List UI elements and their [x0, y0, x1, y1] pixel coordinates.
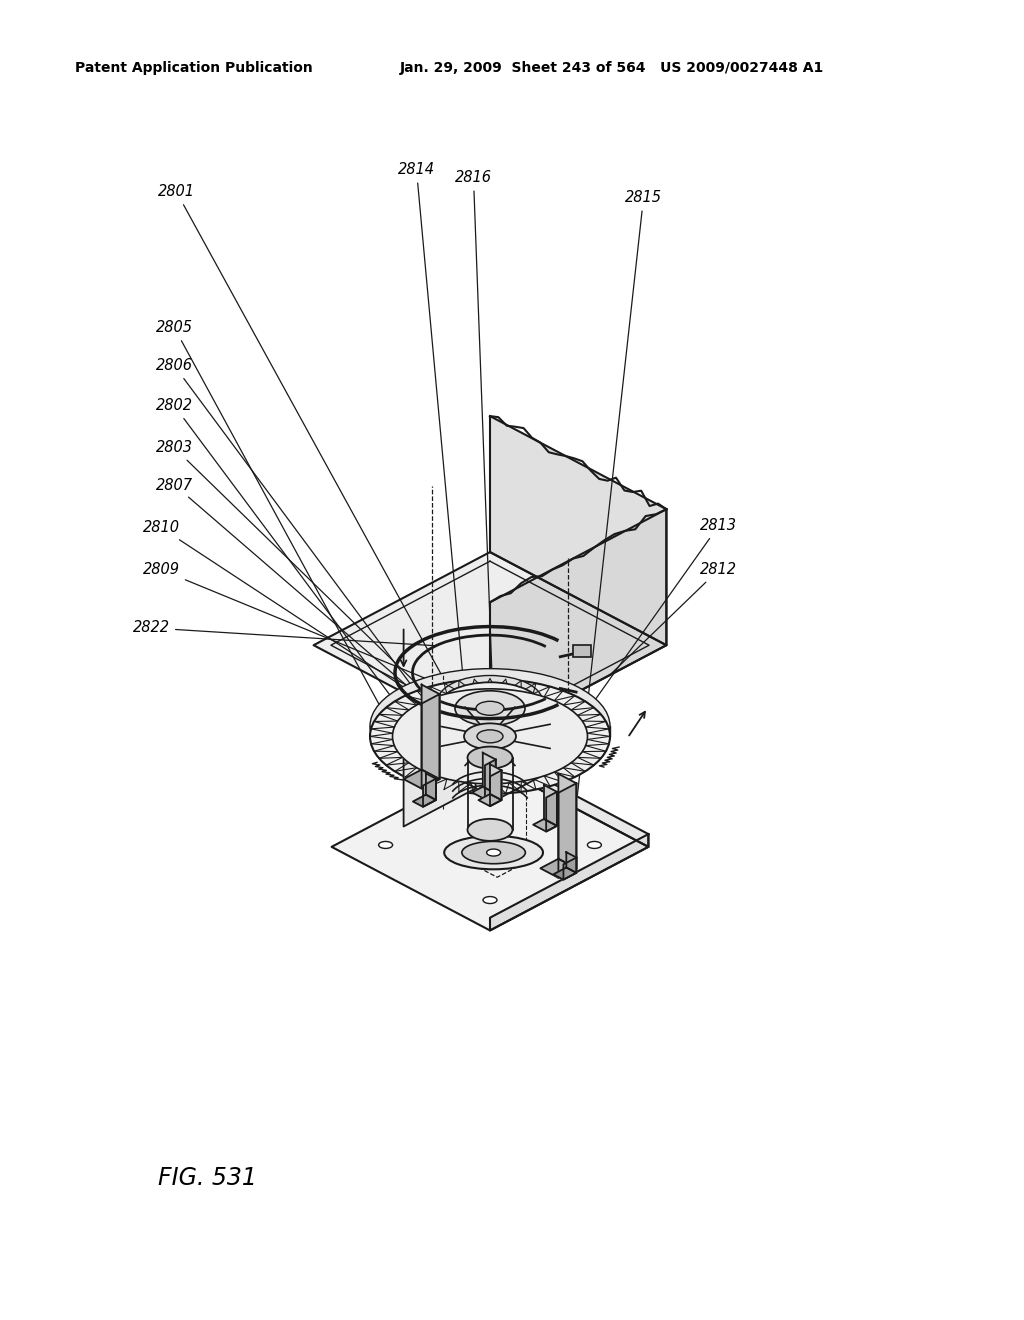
Polygon shape: [472, 787, 496, 799]
Ellipse shape: [370, 669, 610, 784]
Ellipse shape: [483, 896, 497, 904]
Polygon shape: [332, 763, 648, 931]
Polygon shape: [546, 792, 557, 832]
Text: 2805: 2805: [156, 321, 427, 793]
Text: 2802: 2802: [156, 399, 419, 734]
Polygon shape: [422, 685, 439, 779]
Ellipse shape: [588, 841, 601, 849]
Text: 2822: 2822: [133, 620, 437, 645]
Polygon shape: [422, 694, 439, 788]
Ellipse shape: [455, 690, 525, 726]
Text: 2809: 2809: [143, 562, 459, 692]
Text: 2807: 2807: [156, 478, 437, 713]
Text: 2810: 2810: [143, 520, 430, 705]
Text: FIG. 531: FIG. 531: [158, 1166, 257, 1191]
Polygon shape: [490, 510, 667, 738]
Polygon shape: [544, 785, 557, 826]
Polygon shape: [490, 764, 502, 800]
Polygon shape: [490, 751, 648, 847]
FancyBboxPatch shape: [572, 645, 591, 657]
Polygon shape: [490, 771, 502, 807]
Ellipse shape: [379, 841, 392, 849]
Ellipse shape: [464, 723, 516, 750]
Ellipse shape: [477, 730, 503, 743]
Ellipse shape: [370, 678, 610, 793]
Text: 2803: 2803: [156, 441, 517, 781]
Text: Patent Application Publication: Patent Application Publication: [75, 61, 312, 75]
Polygon shape: [403, 711, 569, 800]
Ellipse shape: [468, 818, 512, 841]
Ellipse shape: [462, 841, 525, 863]
Ellipse shape: [483, 787, 497, 793]
Text: 2812: 2812: [610, 562, 737, 675]
Polygon shape: [558, 783, 577, 878]
Text: 2813: 2813: [549, 519, 737, 764]
Ellipse shape: [468, 747, 512, 768]
Text: 2806: 2806: [156, 359, 477, 775]
Polygon shape: [490, 416, 667, 645]
Ellipse shape: [444, 836, 543, 870]
Polygon shape: [563, 858, 577, 879]
Text: 2816: 2816: [455, 170, 499, 850]
Polygon shape: [403, 770, 439, 788]
Polygon shape: [478, 795, 502, 807]
Ellipse shape: [392, 689, 588, 784]
Polygon shape: [423, 779, 436, 807]
Polygon shape: [558, 774, 577, 869]
Text: 2801: 2801: [158, 185, 488, 759]
Polygon shape: [534, 818, 557, 832]
Polygon shape: [426, 774, 436, 800]
Ellipse shape: [437, 682, 543, 734]
Polygon shape: [403, 711, 475, 826]
Ellipse shape: [437, 676, 543, 727]
Polygon shape: [490, 834, 648, 931]
Polygon shape: [313, 552, 667, 738]
Ellipse shape: [486, 849, 501, 857]
Polygon shape: [482, 752, 496, 793]
Text: 2815: 2815: [570, 190, 662, 859]
Polygon shape: [541, 859, 577, 878]
Polygon shape: [485, 759, 496, 799]
Polygon shape: [413, 795, 436, 807]
Polygon shape: [553, 867, 577, 879]
Text: Jan. 29, 2009  Sheet 243 of 564   US 2009/0027448 A1: Jan. 29, 2009 Sheet 243 of 564 US 2009/0…: [400, 61, 824, 75]
Text: 2814: 2814: [398, 162, 478, 845]
Polygon shape: [566, 853, 577, 873]
Ellipse shape: [476, 701, 504, 715]
